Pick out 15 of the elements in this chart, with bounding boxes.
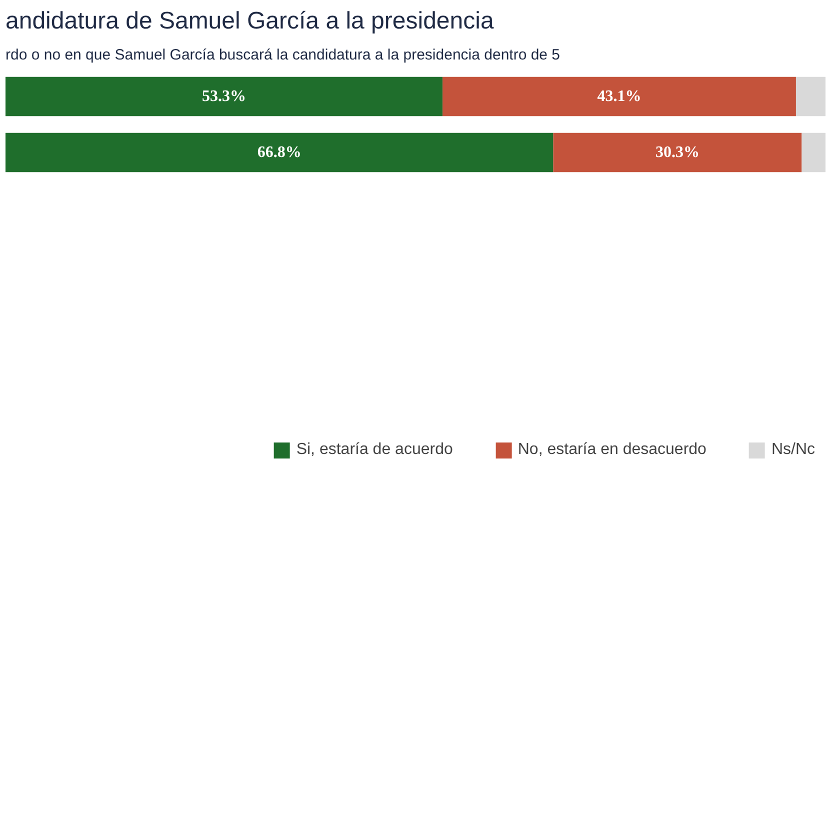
legend-label: Si, estaría de acuerdo [296,441,453,459]
bar [553,132,802,172]
bar [802,132,826,172]
legend-label: Ns/Nc [771,441,815,459]
data-label: 66.8% [257,144,302,161]
data-label: 30.3% [655,144,700,161]
legend-label: No, estaría en desacuerdo [518,441,706,459]
chart-title: andidatura de Samuel García a la presidencia [6,8,494,34]
data-label: 53.3% [202,88,246,105]
bar [796,76,826,116]
bar [442,76,796,116]
bar [6,76,443,116]
bar [6,132,554,172]
data-label: 43.1% [597,88,642,105]
chart-subtitle: rdo o no en que Samuel García buscará la candidatura a la presidencia dentro de 5 [6,46,560,64]
